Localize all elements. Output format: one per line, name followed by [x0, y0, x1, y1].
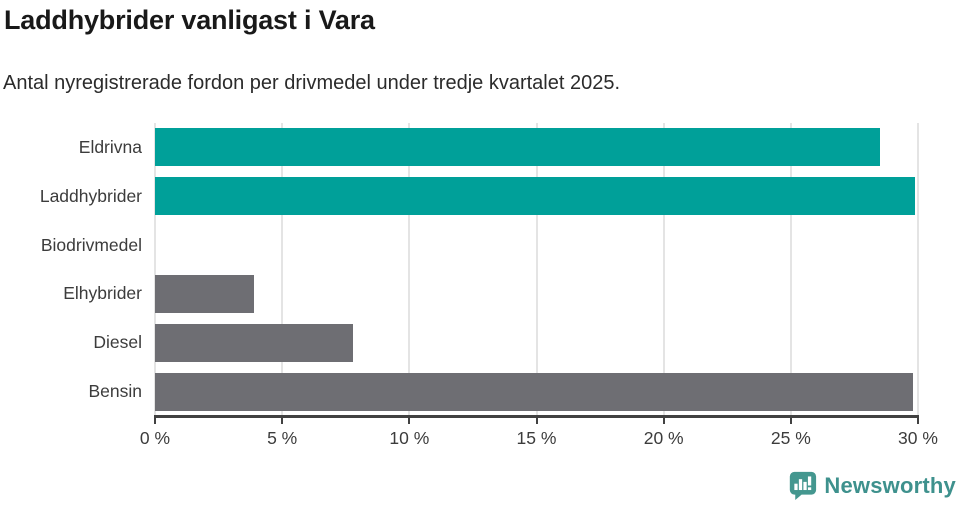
axis-tick — [662, 417, 665, 424]
bar-row — [155, 274, 918, 313]
gridline — [535, 123, 538, 416]
axis-tick — [408, 417, 411, 424]
axis-tick — [535, 417, 538, 424]
category-labels-column: Eldrivna Laddhybrider Biodrivmedel Elhybrid… — [0, 123, 142, 416]
plot-wrap: Eldrivna Laddhybrider Biodrivmedel Elhybrid… — [0, 123, 919, 416]
category-label: Elhybrider — [63, 283, 142, 304]
axis-tick — [281, 417, 284, 424]
axis-tick-label: 20 % — [643, 428, 684, 448]
category-label: Bensin — [88, 381, 142, 402]
axis-tick-label: 10 % — [389, 428, 430, 448]
x-axis-line — [154, 415, 919, 418]
bar-bensin — [155, 372, 913, 411]
axis-tick-label: 0 % — [139, 428, 171, 448]
gridline — [789, 123, 792, 416]
bar-row — [155, 128, 918, 167]
gridline — [154, 123, 156, 416]
axis-tick — [917, 417, 919, 424]
newsworthy-logo-icon — [790, 471, 817, 500]
axis-tick-label: 25 % — [770, 428, 811, 448]
gridline — [281, 123, 284, 416]
x-axis: 0 % 5 % 10 % 15 % 20 % 25 % 30 % — [140, 415, 938, 460]
chart-subtitle: Antal nyregistrerade fordon per drivmede… — [3, 72, 621, 94]
bar-row — [155, 372, 918, 411]
bar-elhybrider — [155, 274, 255, 313]
axis-tick-label: 15 % — [516, 428, 557, 448]
chart-title: Laddhybrider vanligast i Vara — [4, 5, 375, 35]
bar-row — [155, 226, 918, 264]
category-label: Biodrivmedel — [40, 234, 142, 255]
gridline — [662, 123, 665, 416]
bar-row — [155, 323, 918, 362]
axis-tick-label: 5 % — [267, 428, 298, 448]
category-label: Eldrivna — [78, 136, 142, 157]
bar-row — [155, 177, 918, 216]
axis-tick — [789, 417, 792, 424]
bar-laddhybrider — [155, 177, 916, 216]
brand-footer: Newsworthy — [788, 471, 956, 500]
axis-tick — [154, 417, 156, 424]
plot-area — [154, 123, 919, 416]
bar-eldrivna — [155, 128, 880, 167]
gridline — [917, 123, 919, 416]
bar-diesel — [155, 323, 354, 362]
category-label: Laddhybrider — [39, 185, 142, 206]
brand-name: Newsworthy — [824, 472, 956, 498]
gridline — [408, 123, 411, 416]
axis-tick-label: 30 % — [898, 428, 938, 448]
category-label: Diesel — [93, 332, 142, 353]
